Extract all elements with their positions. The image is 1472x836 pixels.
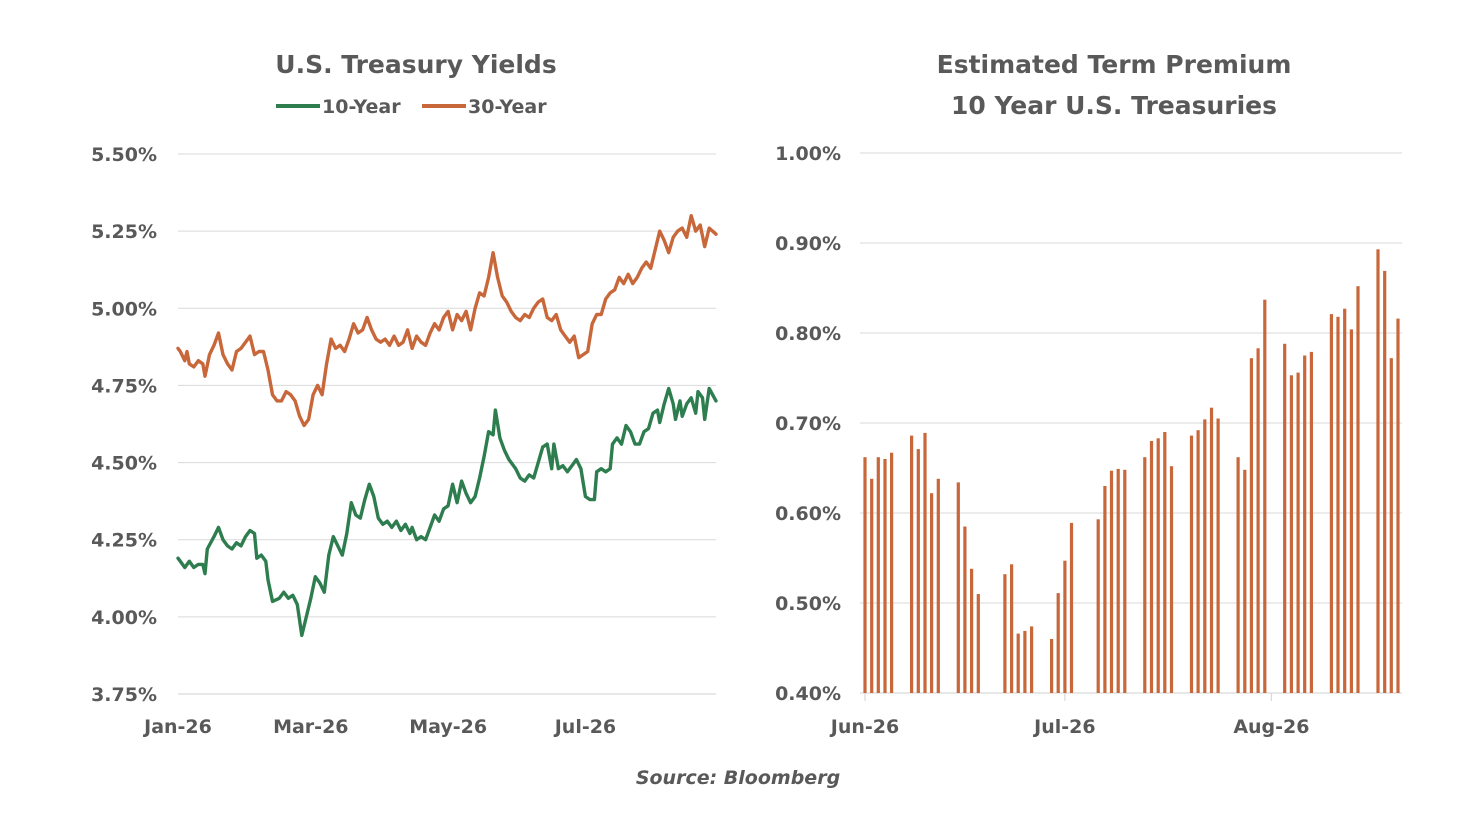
bar [1243, 469, 1247, 693]
bar [976, 594, 980, 693]
x-tick-label: Jun-26 [829, 716, 899, 738]
x-tick-label: Jan-26 [142, 716, 212, 738]
legend-label-10-year: 10-Year [322, 96, 401, 118]
x-tick-label: Aug-26 [1233, 716, 1309, 738]
bar [1236, 457, 1240, 693]
bar [936, 478, 940, 693]
bar [890, 452, 894, 693]
bar [970, 568, 974, 693]
bar [1383, 270, 1387, 693]
bar [1356, 286, 1360, 693]
bar [930, 493, 934, 693]
bar [1169, 466, 1174, 693]
bar [1376, 249, 1380, 694]
bar [1003, 574, 1007, 693]
x-axis-ticks: Jan-26 Mar-26 May-26 Jul-26 [142, 716, 616, 738]
bar [1030, 626, 1034, 693]
bar [1256, 348, 1260, 693]
bar [1149, 441, 1154, 693]
bar [1069, 522, 1074, 693]
bar [1263, 299, 1267, 693]
y-tick-label: 3.75% [91, 684, 157, 706]
bar [956, 482, 960, 693]
bar [1010, 564, 1014, 693]
series-line-30-year [176, 213, 718, 428]
chart-title-line-2: 10 Year U.S. Treasuries [951, 91, 1277, 120]
bar [1116, 468, 1120, 693]
bar [1196, 430, 1200, 693]
bar [1249, 358, 1253, 693]
gridlines [860, 152, 1402, 694]
bar [1156, 438, 1160, 693]
bar [1329, 314, 1333, 693]
bar [1343, 308, 1347, 693]
bar [1296, 372, 1300, 693]
bar [1289, 375, 1293, 693]
x-tick-label: Mar-26 [273, 716, 348, 738]
y-tick-label: 0.60% [775, 503, 841, 525]
bar [1123, 469, 1127, 693]
y-tick-label: 4.00% [91, 607, 157, 629]
bar [1063, 560, 1067, 693]
bar [910, 435, 914, 693]
series-line-10-year [176, 386, 718, 638]
y-tick-label: 5.25% [91, 221, 157, 243]
y-tick-label: 4.50% [91, 453, 157, 475]
bar [876, 457, 880, 693]
bar [1396, 318, 1400, 693]
source-note: Source: Bloomberg [636, 767, 840, 789]
y-tick-label: 4.75% [91, 375, 157, 397]
bar [1163, 432, 1167, 693]
legend-label-30-year: 30-Year [468, 96, 547, 118]
bar [1389, 358, 1393, 693]
bars [863, 249, 1400, 694]
bar [1336, 316, 1340, 693]
y-tick-label: 4.25% [91, 530, 157, 552]
y-tick-label: 0.80% [775, 323, 841, 345]
bar [1203, 419, 1207, 693]
bar [870, 478, 874, 693]
bar [1309, 351, 1313, 693]
bar [883, 459, 887, 693]
bar [1109, 470, 1114, 693]
bar [1349, 329, 1353, 693]
y-tick-label: 0.70% [775, 413, 841, 435]
y-tick-label: 0.90% [775, 233, 841, 255]
gridlines [178, 153, 716, 695]
bar [1016, 633, 1020, 693]
y-tick-label: 5.00% [91, 298, 157, 320]
bar [1216, 418, 1220, 693]
y-axis-ticks: 5.50% 5.25% 5.00% 4.75% 4.50% 4.25% 4.00% 3.75% [91, 144, 157, 706]
bar [916, 449, 920, 693]
y-tick-label: 0.40% [775, 683, 841, 705]
bar [1050, 639, 1054, 693]
legend: 10-Year 30-Year [276, 96, 547, 118]
treasury-yields-chart: U.S. Treasury Yields 10-Year 30-Year 5.5… [91, 50, 718, 738]
y-tick-label: 5.50% [91, 144, 157, 166]
bar [1056, 593, 1060, 693]
chart-title-line-1: Estimated Term Premium [937, 50, 1292, 79]
x-tick-label: Jul-26 [1032, 716, 1095, 738]
x-axis-ticks: Jun-26 Jul-26 Aug-26 [829, 693, 1309, 738]
x-tick-label: Jul-26 [553, 716, 616, 738]
bar [1189, 435, 1194, 693]
series-lines [176, 213, 718, 638]
bar [1283, 343, 1287, 693]
bar [923, 432, 927, 693]
bar [1209, 407, 1214, 693]
chart-title: U.S. Treasury Yields [275, 50, 556, 79]
bar [1143, 457, 1147, 693]
bar [1303, 355, 1307, 693]
y-axis-ticks: 1.00% 0.90% 0.80% 0.70% 0.60% 0.50% 0.40% [775, 143, 841, 705]
bar [963, 526, 967, 693]
term-premium-chart: Estimated Term Premium 10 Year U.S. Trea… [775, 50, 1402, 738]
bar [863, 457, 867, 693]
bar [1023, 630, 1027, 693]
bar [1103, 486, 1107, 693]
y-tick-label: 0.50% [775, 593, 841, 615]
x-tick-label: May-26 [409, 716, 487, 738]
bar [1096, 519, 1100, 693]
y-tick-label: 1.00% [775, 143, 841, 165]
